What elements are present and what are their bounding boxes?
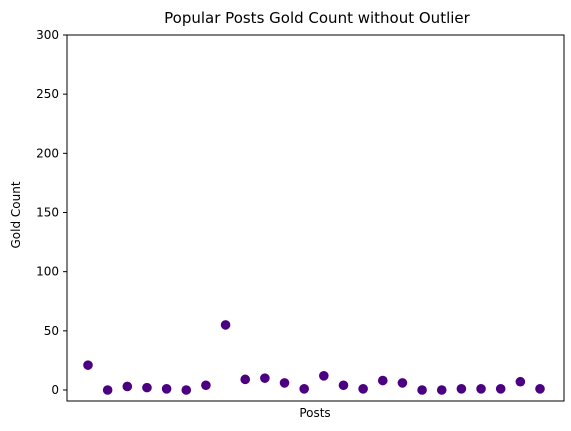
data-point [417, 385, 427, 395]
y-tick-label: 150 [36, 206, 59, 220]
x-axis-label: Posts [299, 406, 330, 420]
data-point [338, 380, 349, 391]
data-point [161, 384, 172, 394]
y-axis-label-group: Gold Count [9, 181, 23, 248]
data-point [377, 375, 388, 386]
data-point [279, 378, 290, 388]
data-point [495, 384, 506, 394]
data-point [397, 378, 408, 388]
data-point [220, 320, 231, 330]
y-tick-label: 50 [44, 324, 59, 338]
data-point [240, 374, 251, 385]
data-point [476, 384, 486, 394]
y-axis-label: Gold Count [9, 181, 23, 248]
plot-frame [66, 34, 565, 402]
data-point [83, 360, 93, 370]
data-point [181, 385, 192, 395]
y-tick-label: 0 [51, 383, 59, 397]
y-tick-label: 300 [36, 28, 59, 42]
data-point [515, 376, 526, 387]
y-tick-label: 100 [36, 265, 59, 279]
data-point [299, 384, 309, 394]
y-tick-label: 250 [36, 87, 59, 101]
data-point [436, 385, 447, 395]
y-ticks: 0 50 100 150 200 250 300 [36, 28, 67, 397]
data-point [201, 380, 211, 391]
y-tick-label: 200 [36, 146, 59, 160]
data-point [456, 384, 467, 394]
data-point [319, 371, 329, 381]
data-point [535, 384, 545, 394]
data-points [83, 320, 545, 395]
data-point [122, 381, 133, 392]
data-point [260, 373, 270, 383]
data-point [102, 385, 113, 395]
data-point [358, 384, 368, 394]
data-point [142, 382, 152, 393]
chart-title: Popular Posts Gold Count without Outlier [164, 9, 470, 27]
